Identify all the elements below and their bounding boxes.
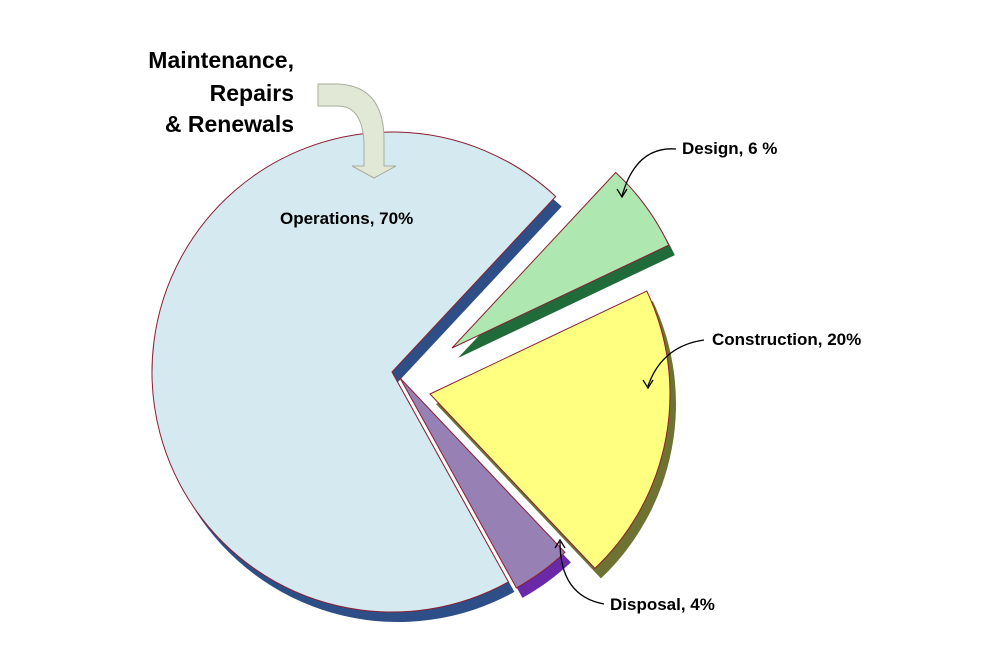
- label-disposal: Disposal, 4%: [610, 595, 715, 614]
- leader-disposal-head: [554, 538, 566, 549]
- label-design: Design, 6 %: [682, 139, 777, 158]
- leader-design-head: [616, 188, 628, 199]
- annotation-line-2: Repairs: [210, 80, 294, 106]
- leader-design: [621, 148, 677, 197]
- slice-disposal: [399, 377, 566, 589]
- annotation-line-3: & Renewals: [165, 111, 294, 137]
- slice-design: [451, 171, 670, 349]
- label-construction: Construction, 20%: [712, 330, 861, 349]
- leader-construction-head: [642, 379, 654, 390]
- label-operations: Operations, 70%: [280, 209, 413, 228]
- annotation-arrow: [317, 83, 397, 179]
- slice-construction: [429, 290, 671, 570]
- leader-disposal: [559, 541, 605, 605]
- annotation-line-1: Maintenance,: [148, 47, 294, 73]
- slices-layer: [151, 131, 676, 623]
- leader-construction: [647, 339, 705, 387]
- slice-operations: [151, 131, 557, 613]
